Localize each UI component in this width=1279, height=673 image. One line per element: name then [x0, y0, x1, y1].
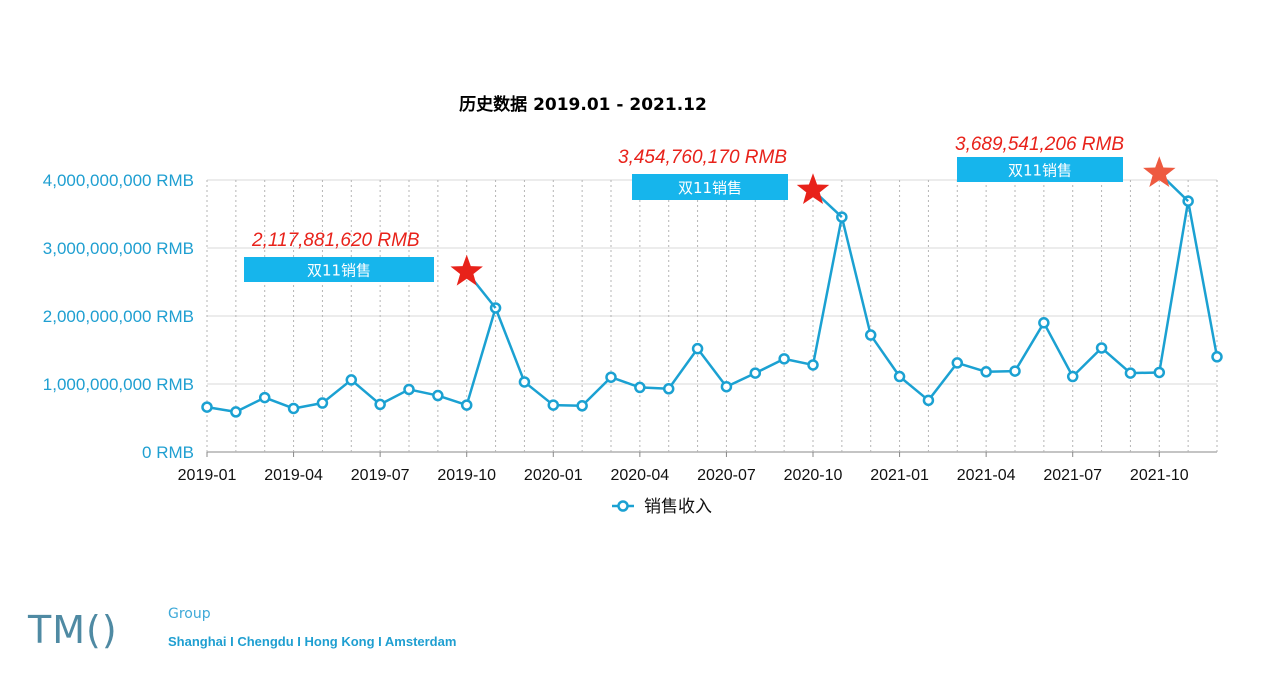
data-point — [1153, 366, 1166, 379]
x-tick-label: 2021-04 — [957, 467, 1016, 484]
data-point — [576, 400, 588, 412]
data-point — [316, 397, 329, 409]
x-tick-label: 2020-10 — [784, 467, 843, 484]
data-point — [345, 374, 358, 386]
data-point — [1009, 365, 1021, 377]
data-point — [634, 381, 646, 394]
data-point — [893, 370, 906, 383]
annotation-value: 3,689,541,206 RMB — [955, 134, 1124, 155]
annotation-label: 双11销售 — [307, 262, 371, 280]
legend-marker — [617, 500, 629, 512]
data-point — [230, 406, 242, 418]
data-point — [1066, 370, 1079, 383]
data-point — [1124, 367, 1137, 379]
data-point — [403, 383, 415, 396]
data-point — [258, 391, 271, 404]
star-icon — [1143, 156, 1176, 187]
data-point — [460, 399, 473, 411]
data-point — [1211, 351, 1223, 363]
legend-label: 销售收入 — [644, 497, 712, 517]
data-point — [374, 398, 386, 411]
data-point — [287, 402, 300, 415]
data-point — [518, 376, 531, 388]
x-tick-label: 2020-04 — [610, 467, 669, 484]
data-point — [691, 342, 704, 355]
data-point — [749, 367, 762, 379]
data-point — [1095, 342, 1108, 354]
data-point — [547, 399, 560, 411]
y-tick-label: 2,000,000,000 RMB — [43, 307, 194, 326]
annotation-box — [244, 257, 434, 282]
data-point — [432, 389, 444, 402]
tmo-group-logo: TM() Group Shanghai I Chengdu I Hong Kon… — [28, 604, 548, 664]
data-point — [662, 383, 675, 395]
data-point — [778, 353, 790, 365]
logo-group-text: Group — [168, 606, 211, 622]
x-tick-label: 2019-04 — [264, 467, 323, 484]
logo-brand: TM() — [28, 608, 118, 652]
data-point — [980, 366, 992, 378]
chart-title: 历史数据 2019.01 - 2021.12 — [459, 94, 707, 115]
annotation-box — [632, 174, 788, 200]
x-tick-label: 2021-10 — [1130, 467, 1189, 484]
x-tick-label: 2021-07 — [1043, 467, 1102, 484]
annotation-box — [957, 157, 1123, 182]
data-point — [201, 401, 213, 413]
logo-cities: Shanghai I Chengdu I Hong Kong I Amsterd… — [168, 634, 457, 649]
data-point — [720, 380, 733, 393]
x-tick-label: 2020-01 — [524, 467, 583, 484]
series-line — [206, 199, 1219, 414]
annotation-value: 2,117,881,620 RMB — [251, 230, 420, 251]
annotation-value: 3,454,760,170 RMB — [618, 147, 787, 168]
star-icon — [450, 254, 483, 286]
data-point — [951, 357, 964, 369]
data-point — [1038, 317, 1050, 329]
x-tick-label: 2020-07 — [697, 467, 756, 484]
data-point — [807, 359, 819, 371]
x-tick-label: 2019-07 — [351, 467, 410, 484]
y-tick-label: 4,000,000,000 RMB — [43, 171, 194, 190]
data-point — [922, 394, 935, 407]
x-tick-label: 2019-01 — [178, 467, 237, 484]
y-tick-label: 0 RMB — [142, 443, 194, 462]
y-tick-label: 3,000,000,000 RMB — [43, 239, 194, 258]
annotation-label: 双11销售 — [678, 179, 742, 197]
y-tick-label: 1,000,000,000 RMB — [43, 375, 194, 394]
x-tick-label: 2019-10 — [437, 467, 496, 484]
data-point — [864, 329, 877, 341]
x-tick-label: 2021-01 — [870, 467, 929, 484]
annotation-label: 双11销售 — [1008, 162, 1072, 180]
star-icon — [796, 173, 830, 204]
data-point — [605, 371, 617, 383]
